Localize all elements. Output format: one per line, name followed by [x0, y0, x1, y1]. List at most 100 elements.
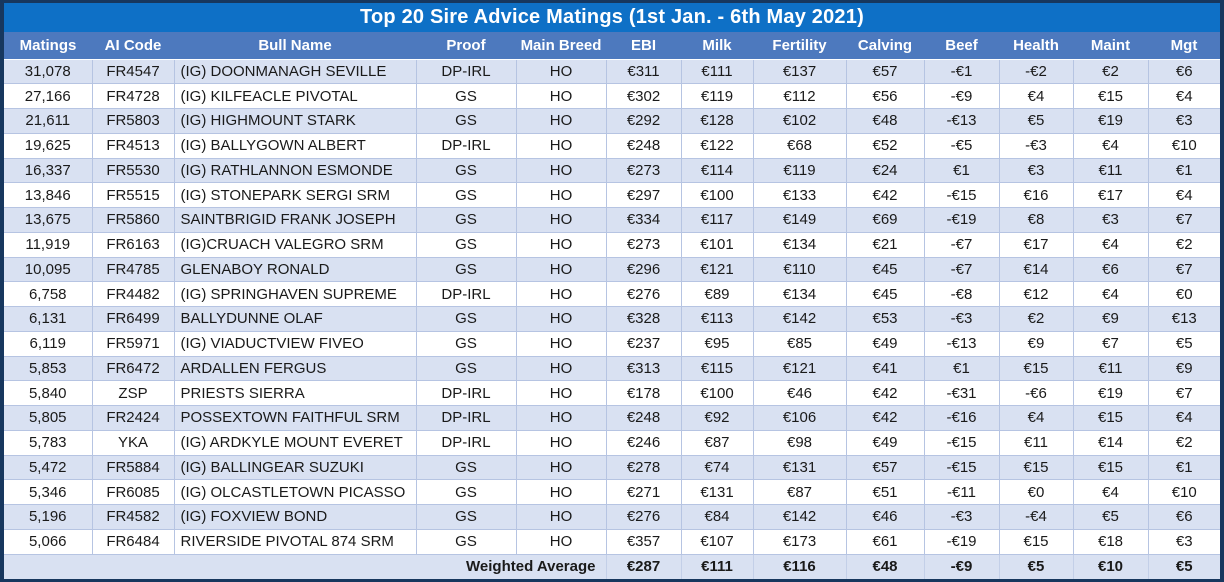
cell-mgt: €2	[1148, 232, 1220, 258]
cell-ebi: €276	[606, 504, 682, 530]
cell-bull-name: (IG)CRUACH VALEGRO SRM	[174, 232, 417, 258]
cell-bull-name: POSSEXTOWN FAITHFUL SRM	[174, 405, 417, 431]
cell-health: €2	[999, 306, 1074, 332]
cell-matings: 21,611	[4, 108, 93, 134]
cell-proof: GS	[416, 504, 517, 530]
cell-fertility: €133	[753, 182, 847, 208]
cell-calving: €42	[846, 380, 925, 406]
cell-ebi: €276	[606, 281, 682, 307]
cell-proof: GS	[416, 356, 517, 382]
cell-calving: €51	[846, 479, 925, 505]
cell-beef: -€1	[924, 59, 1000, 85]
cell-bull-name: ARDALLEN FERGUS	[174, 356, 417, 382]
cell-main-breed: HO	[516, 281, 607, 307]
cell-health: €11	[999, 430, 1074, 456]
cell-bull-name: SAINTBRIGID FRANK JOSEPH	[174, 207, 417, 233]
table-row: 5,853 FR6472 ARDALLEN FERGUS GS HO €313 €115 €1…	[4, 356, 1220, 382]
cell-maint: €2	[1073, 59, 1149, 85]
cell-calving: €56	[846, 83, 925, 109]
cell-bull-name: (IG) HIGHMOUNT STARK	[174, 108, 417, 134]
cell-bull-name: (IG) FOXVIEW BOND	[174, 504, 417, 530]
cell-ebi: €313	[606, 356, 682, 382]
cell-proof: DP-IRL	[416, 59, 517, 85]
cell-calving: €42	[846, 182, 925, 208]
cell-beef: -€7	[924, 257, 1000, 283]
cell-main-breed: HO	[516, 182, 607, 208]
cell-maint: €19	[1073, 108, 1149, 134]
cell-ebi: €273	[606, 232, 682, 258]
table-row: 6,131 FR6499 BALLYDUNNE OLAF GS HO €328 €113 €1…	[4, 306, 1220, 332]
cell-ebi: €271	[606, 479, 682, 505]
cell-calving: €52	[846, 133, 925, 159]
cell-mgt: €6	[1148, 59, 1220, 85]
cell-milk: €119	[681, 83, 754, 109]
weighted-average-label: Weighted Average	[4, 554, 607, 579]
cell-calving: €61	[846, 529, 925, 555]
cell-matings: 5,472	[4, 455, 93, 481]
cell-ebi: €273	[606, 158, 682, 184]
cell-health: €9	[999, 331, 1074, 357]
cell-main-breed: HO	[516, 257, 607, 283]
cell-mgt: €3	[1148, 529, 1220, 555]
cell-health: -€3	[999, 133, 1074, 159]
cell-ai-code: FR5971	[92, 331, 175, 357]
cell-fertility: €119	[753, 158, 847, 184]
cell-ai-code: FR6499	[92, 306, 175, 332]
cell-health: €14	[999, 257, 1074, 283]
table-row: 10,095 FR4785 GLENABOY RONALD GS HO €296 €121 €…	[4, 257, 1220, 283]
cell-ebi: €297	[606, 182, 682, 208]
cell-milk: €115	[681, 356, 754, 382]
column-header-mgt: Mgt	[1148, 32, 1220, 60]
cell-ebi: €246	[606, 430, 682, 456]
cell-bull-name: (IG) SPRINGHAVEN SUPREME	[174, 281, 417, 307]
cell-main-breed: HO	[516, 504, 607, 530]
cell-bull-name: GLENABOY RONALD	[174, 257, 417, 283]
cell-fertility: €110	[753, 257, 847, 283]
cell-ebi: €311	[606, 59, 682, 85]
cell-fertility: €121	[753, 356, 847, 382]
cell-mgt: €4	[1148, 182, 1220, 208]
cell-health: €4	[999, 83, 1074, 109]
cell-maint: €15	[1073, 405, 1149, 431]
column-header-main-breed: Main Breed	[516, 32, 606, 60]
cell-ai-code: FR6163	[92, 232, 175, 258]
cell-proof: GS	[416, 108, 517, 134]
cell-matings: 6,758	[4, 281, 93, 307]
cell-health: €4	[999, 405, 1074, 431]
cell-milk: €121	[681, 257, 754, 283]
cell-matings: 13,675	[4, 207, 93, 233]
cell-mgt: €13	[1148, 306, 1220, 332]
table-row: 5,805 FR2424 POSSEXTOWN FAITHFUL SRM DP-IRL…	[4, 405, 1220, 431]
cell-ai-code: FR6472	[92, 356, 175, 382]
table-row: 5,346 FR6085 (IG) OLCASTLETOWN PICASSO GS HO…	[4, 479, 1220, 505]
weighted-average-milk: €111	[681, 554, 754, 579]
cell-mgt: €4	[1148, 83, 1220, 109]
cell-main-breed: HO	[516, 83, 607, 109]
cell-beef: -€3	[924, 504, 1000, 530]
cell-maint: €6	[1073, 257, 1149, 283]
cell-matings: 5,783	[4, 430, 93, 456]
cell-ebi: €357	[606, 529, 682, 555]
cell-beef: -€15	[924, 182, 1000, 208]
cell-bull-name: RIVERSIDE PIVOTAL 874 SRM	[174, 529, 417, 555]
cell-fertility: €87	[753, 479, 847, 505]
cell-calving: €41	[846, 356, 925, 382]
weighted-average-maint: €10	[1073, 554, 1149, 579]
cell-maint: €11	[1073, 356, 1149, 382]
cell-ai-code: FR5803	[92, 108, 175, 134]
cell-ai-code: FR4513	[92, 133, 175, 159]
cell-calving: €45	[846, 281, 925, 307]
cell-ai-code: FR4728	[92, 83, 175, 109]
table-row: 6,758 FR4482 (IG) SPRINGHAVEN SUPREME DP-IR…	[4, 281, 1220, 307]
cell-ai-code: FR6085	[92, 479, 175, 505]
weighted-average-mgt: €5	[1148, 554, 1220, 579]
cell-milk: €128	[681, 108, 754, 134]
cell-proof: GS	[416, 455, 517, 481]
cell-mgt: €1	[1148, 455, 1220, 481]
cell-fertility: €112	[753, 83, 847, 109]
cell-health: €0	[999, 479, 1074, 505]
cell-ebi: €292	[606, 108, 682, 134]
table-row: 6,119 FR5971 (IG) VIADUCTVIEW FIVEO GS HO €23…	[4, 331, 1220, 357]
cell-proof: GS	[416, 529, 517, 555]
